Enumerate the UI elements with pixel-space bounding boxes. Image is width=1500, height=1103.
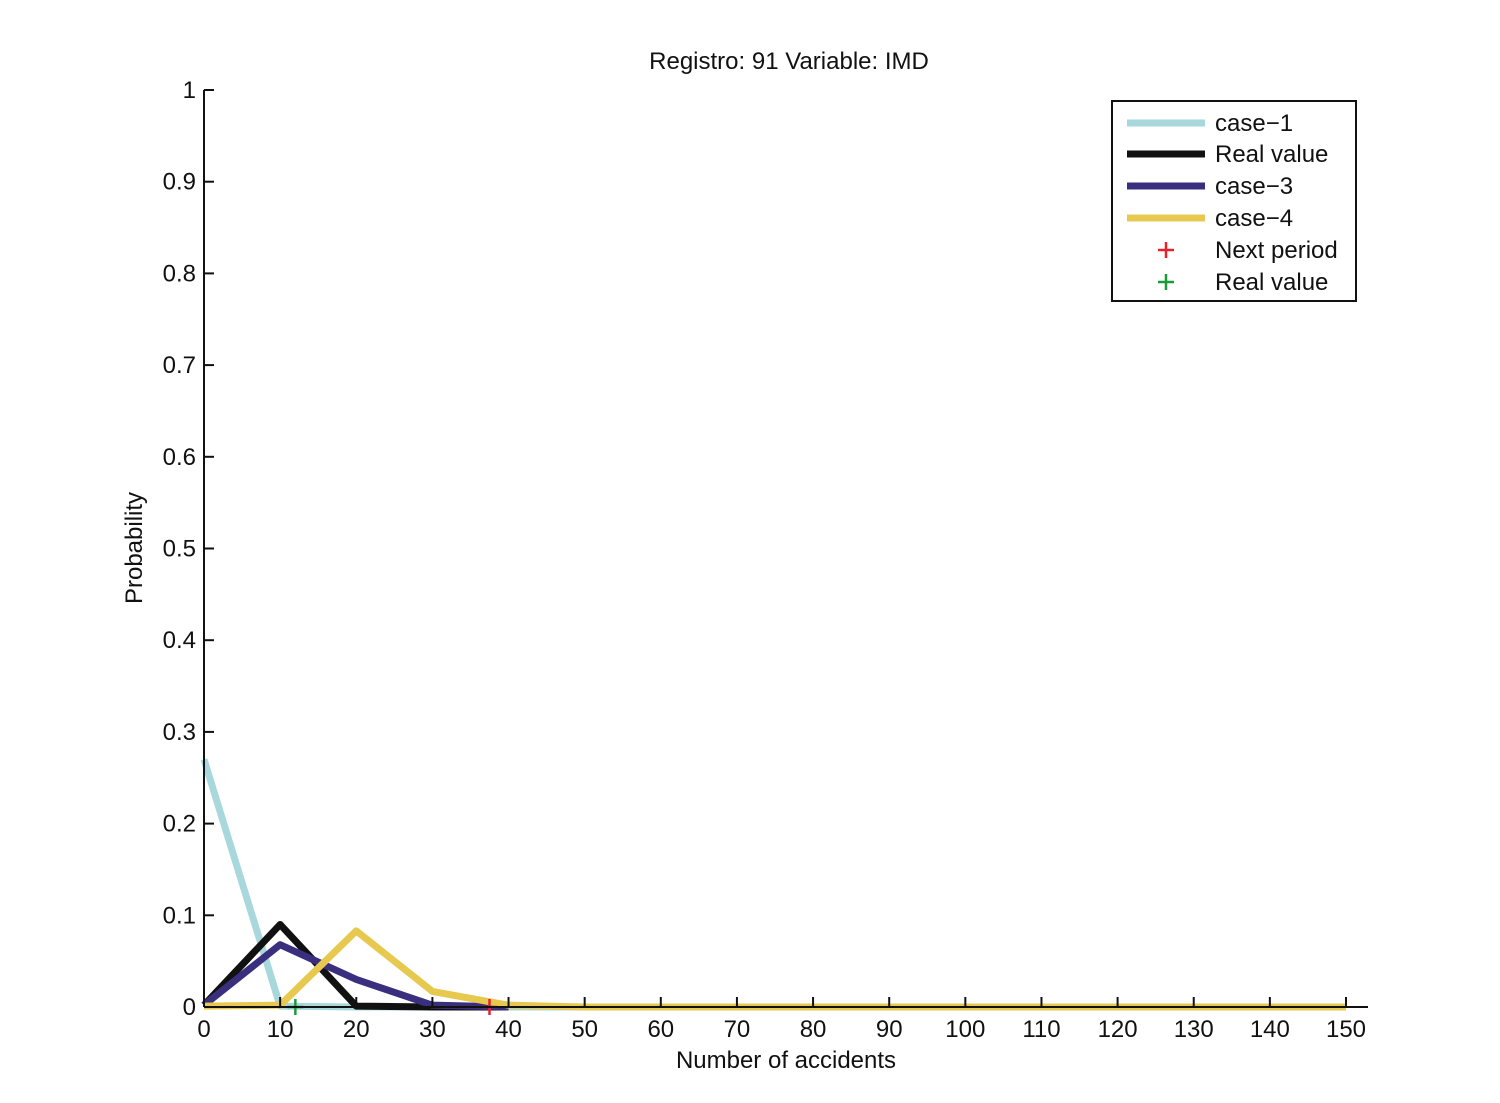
x-tick-label: 0 [197, 1016, 210, 1043]
x-tick-label: 140 [1250, 1016, 1290, 1043]
y-tick-label: 0 [183, 994, 196, 1021]
x-tick-label: 20 [343, 1016, 370, 1043]
x-tick-label: 70 [724, 1016, 751, 1043]
x-tick-label: 10 [267, 1016, 294, 1043]
y-tick-label: 0.4 [163, 627, 196, 654]
y-tick-label: 1 [183, 77, 196, 104]
legend-label-2: Real value [1215, 141, 1328, 168]
x-tick-label: 150 [1326, 1016, 1366, 1043]
x-axis-label: Number of accidents [676, 1047, 896, 1074]
y-tick-label: 0.5 [163, 536, 196, 563]
legend: case−1 Real value case−3 case−4 Next period R… [1111, 100, 1357, 302]
y-tick-label: 0.9 [163, 169, 196, 196]
y-axis-label: Probability [121, 492, 148, 604]
x-tick-label: 130 [1174, 1016, 1214, 1043]
series-line-4 [203, 927, 1346, 1011]
x-tick-label: 120 [1098, 1016, 1138, 1043]
x-tick-label: 80 [800, 1016, 827, 1043]
x-tick-label: 50 [571, 1016, 598, 1043]
y-tick-label: 0.8 [163, 260, 196, 287]
x-tick-label: 110 [1022, 1016, 1060, 1043]
chart-title: Registro: 91 Variable: IMD [649, 48, 929, 75]
y-tick-label: 0.2 [163, 811, 196, 838]
series-line-1 [200, 758, 631, 1011]
legend-label-4: case−4 [1215, 205, 1293, 232]
x-tick-label: 100 [945, 1016, 985, 1043]
legend-marker-label-1: Next period [1215, 237, 1338, 264]
x-tick-label: 90 [876, 1016, 903, 1043]
y-tick-label: 0.1 [163, 902, 196, 929]
legend-box [1111, 100, 1357, 302]
legend-marker-label-2: Real value [1215, 269, 1328, 296]
y-tick-label: 0.3 [163, 719, 196, 746]
legend-label-3: case−3 [1215, 173, 1293, 200]
x-ticks: 0 10 20 30 40 50 60 70 80 90 100 110 120 130 140 150 [197, 997, 1366, 1043]
plot-series [200, 758, 1346, 1011]
y-ticks: 0 0.1 0.2 0.3 0.4 0.5 0.6 0.7 0.8 0.9 1 [163, 77, 214, 1021]
y-tick-label: 0.6 [163, 444, 196, 471]
legend-marker-1 [1158, 242, 1174, 258]
y-tick-label: 0.7 [163, 352, 196, 379]
x-tick-label: 60 [647, 1016, 674, 1043]
x-tick-label: 40 [495, 1016, 522, 1043]
x-tick-label: 30 [419, 1016, 446, 1043]
series-line-3 [201, 941, 509, 1011]
legend-marker-2 [1158, 274, 1174, 290]
legend-label-1: case−1 [1215, 110, 1293, 137]
